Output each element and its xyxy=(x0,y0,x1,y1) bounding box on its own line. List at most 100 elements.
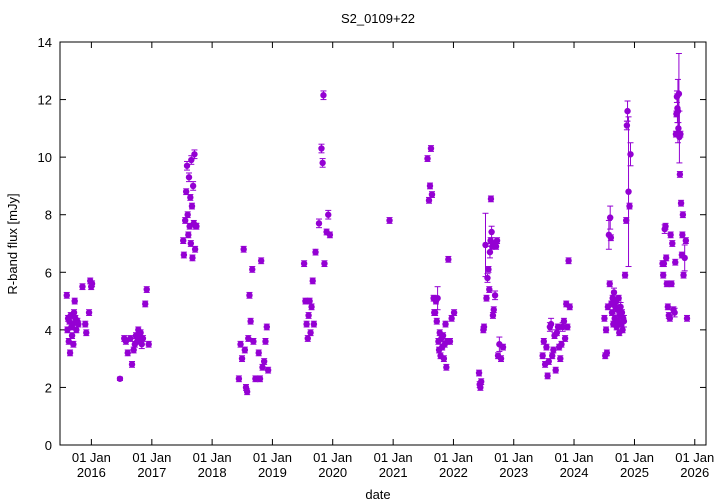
x-tick-label: 2026 xyxy=(680,465,709,480)
data-point xyxy=(187,240,195,247)
data-point xyxy=(182,188,190,196)
data-point xyxy=(139,335,147,342)
point-marker xyxy=(193,223,200,230)
y-tick-label: 12 xyxy=(38,93,52,108)
x-tick-label: 2018 xyxy=(198,465,227,480)
point-marker xyxy=(683,315,691,322)
data-point xyxy=(566,303,573,311)
data-point xyxy=(70,309,78,316)
data-point xyxy=(450,309,458,316)
data-point xyxy=(619,326,626,334)
data-point xyxy=(145,340,152,348)
point-marker xyxy=(486,286,493,293)
point-marker xyxy=(679,211,687,218)
point-marker xyxy=(667,231,674,239)
data-point xyxy=(252,375,259,383)
point-marker xyxy=(68,332,76,339)
point-marker xyxy=(185,174,193,181)
point-marker xyxy=(549,352,556,359)
data-point xyxy=(306,297,313,305)
data-point xyxy=(241,346,249,354)
data-point xyxy=(662,254,670,262)
point-marker xyxy=(660,271,667,279)
data-point xyxy=(183,160,191,171)
x-tick-label: 2023 xyxy=(499,465,528,480)
data-points xyxy=(63,53,691,396)
data-point xyxy=(142,300,149,308)
x-tick-label: 2021 xyxy=(379,465,408,480)
point-marker xyxy=(434,294,441,302)
point-marker xyxy=(626,202,633,210)
point-marker xyxy=(627,151,634,158)
point-marker xyxy=(619,326,626,334)
point-marker xyxy=(545,358,552,365)
point-marker xyxy=(427,145,435,152)
point-marker xyxy=(547,320,555,328)
point-marker xyxy=(492,243,500,250)
data-point xyxy=(310,320,318,328)
point-marker xyxy=(428,191,436,198)
point-marker xyxy=(320,92,327,99)
point-marker xyxy=(246,292,253,299)
data-point xyxy=(82,320,89,328)
point-marker xyxy=(71,297,78,305)
data-point xyxy=(63,291,70,299)
point-marker xyxy=(662,223,669,230)
point-marker xyxy=(602,326,610,334)
x-tick-label: 01 Jan xyxy=(555,450,594,465)
data-point xyxy=(561,335,569,342)
data-point xyxy=(439,332,447,339)
point-marker xyxy=(680,271,687,279)
point-marker xyxy=(304,335,311,342)
point-marker xyxy=(623,217,630,224)
data-point xyxy=(543,343,550,351)
data-point xyxy=(680,271,687,279)
data-point xyxy=(552,366,559,374)
point-marker xyxy=(182,217,189,224)
point-marker xyxy=(623,122,631,129)
data-point xyxy=(565,257,572,265)
y-tick-label: 0 xyxy=(45,438,52,453)
data-point xyxy=(499,343,507,351)
point-marker xyxy=(88,280,96,287)
data-point xyxy=(249,266,256,273)
data-point xyxy=(558,340,565,348)
data-point xyxy=(116,375,124,382)
data-point xyxy=(137,329,144,337)
point-marker xyxy=(260,358,268,365)
data-point xyxy=(660,260,668,268)
data-point xyxy=(124,349,131,357)
data-point xyxy=(185,172,193,183)
data-point xyxy=(624,100,631,122)
data-point xyxy=(620,314,628,328)
point-marker xyxy=(257,257,265,264)
data-point xyxy=(180,251,188,259)
point-marker xyxy=(565,257,572,264)
point-marker xyxy=(486,248,494,256)
point-marker xyxy=(183,162,191,169)
point-marker xyxy=(443,364,450,371)
point-marker xyxy=(663,280,671,287)
point-marker xyxy=(243,388,251,395)
point-marker xyxy=(660,260,668,267)
data-point xyxy=(425,196,433,204)
data-point xyxy=(428,191,436,198)
point-marker xyxy=(188,202,196,210)
data-point xyxy=(607,234,615,242)
x-tick-label: 2022 xyxy=(439,465,468,480)
point-marker xyxy=(610,289,618,296)
point-marker xyxy=(187,194,194,201)
point-marker xyxy=(543,343,550,351)
point-marker xyxy=(607,234,615,241)
point-marker xyxy=(189,182,197,190)
x-tick-label: 01 Jan xyxy=(132,450,171,465)
point-marker xyxy=(666,315,674,322)
point-marker xyxy=(540,338,547,345)
point-marker xyxy=(188,156,195,164)
point-marker xyxy=(247,318,254,325)
point-marker xyxy=(672,259,679,266)
point-marker xyxy=(309,277,316,285)
data-point xyxy=(424,155,431,162)
x-tick-label: 2025 xyxy=(620,465,649,480)
